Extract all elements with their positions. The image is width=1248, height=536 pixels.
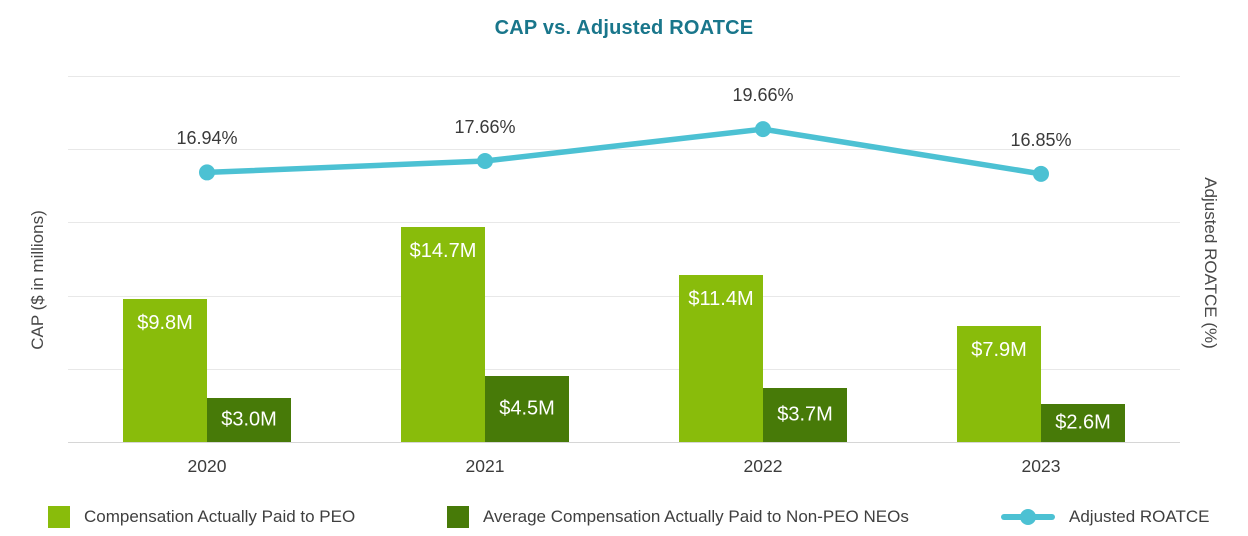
x-axis-line	[68, 442, 1180, 443]
chart-title: CAP vs. Adjusted ROATCE	[494, 17, 754, 39]
x-axis-label-2020: 2020	[187, 456, 227, 476]
line-value-label-2023: 16.85%	[1010, 129, 1072, 150]
gridline	[68, 76, 1180, 77]
line-point-2023	[1033, 165, 1049, 182]
legend-item-peo: Compensation Actually Paid to PEO	[48, 503, 355, 531]
nonpeo-cap-bar-2020: $3.0M	[207, 398, 291, 442]
line-point-2020	[199, 164, 215, 181]
legend-item-roatce: Adjusted ROATCE	[1001, 503, 1209, 531]
roatce-line-legend-swatch	[1001, 509, 1055, 525]
peo-cap-bar-2023: $7.9M	[957, 326, 1041, 442]
peo-cap-bar-2021: $14.7M	[401, 226, 485, 442]
bar-value-label: $3.7M	[777, 403, 833, 426]
nonpeo-cap-bar-2023: $2.6M	[1041, 403, 1125, 442]
line-value-label-2022: 19.66%	[732, 85, 794, 106]
right-axis-label: Adjusted ROATCE (%)	[1201, 177, 1220, 349]
legend-item-nonpeo: Average Compensation Actually Paid to No…	[447, 503, 909, 531]
line-value-label-2020: 16.94%	[176, 128, 238, 149]
gridline	[68, 368, 1180, 370]
plot-area: $9.8M $3.0M 2020 $14.7M $4.5M 2021 $11.4M $3.7M…	[68, 76, 1180, 476]
roatce-line	[204, 126, 1044, 177]
line-value-label-2021: 17.66%	[454, 116, 516, 137]
left-axis-label: CAP ($ in millions)	[28, 210, 47, 350]
bar-value-label: $11.4M	[688, 288, 754, 311]
peo-cap-bar-2020: $9.8M	[123, 298, 207, 442]
nonpeo-cap-bar-2021: $4.5M	[485, 376, 569, 442]
bar-value-label: $7.9M	[971, 339, 1027, 362]
bar-value-label: $9.8M	[137, 311, 193, 334]
peo-cap-bar-2022: $11.4M	[679, 275, 763, 442]
bar-value-label: $3.0M	[221, 408, 277, 431]
legend-label: Adjusted ROATCE	[1069, 507, 1210, 526]
x-axis-label-2021: 2021	[465, 456, 505, 476]
legend-label: Average Compensation Actually Paid to No…	[483, 507, 909, 526]
gridline	[68, 295, 1180, 297]
peo-legend-swatch	[48, 506, 70, 528]
bar-value-label: $2.6M	[1055, 411, 1111, 434]
bar-value-label: $4.5M	[499, 397, 555, 420]
line-point-2021	[477, 152, 493, 169]
nonpeo-cap-bar-2022: $3.7M	[763, 387, 847, 442]
nonpeo-legend-swatch	[447, 506, 469, 528]
bar-value-label: $14.7M	[409, 239, 477, 262]
x-axis-label-2023: 2023	[1021, 456, 1061, 476]
x-axis-label-2022: 2022	[743, 456, 783, 476]
gridline	[68, 222, 1180, 224]
roatce-dot-icon	[1020, 509, 1036, 525]
legend-label: Compensation Actually Paid to PEO	[84, 507, 356, 526]
line-point-2022	[755, 121, 771, 138]
